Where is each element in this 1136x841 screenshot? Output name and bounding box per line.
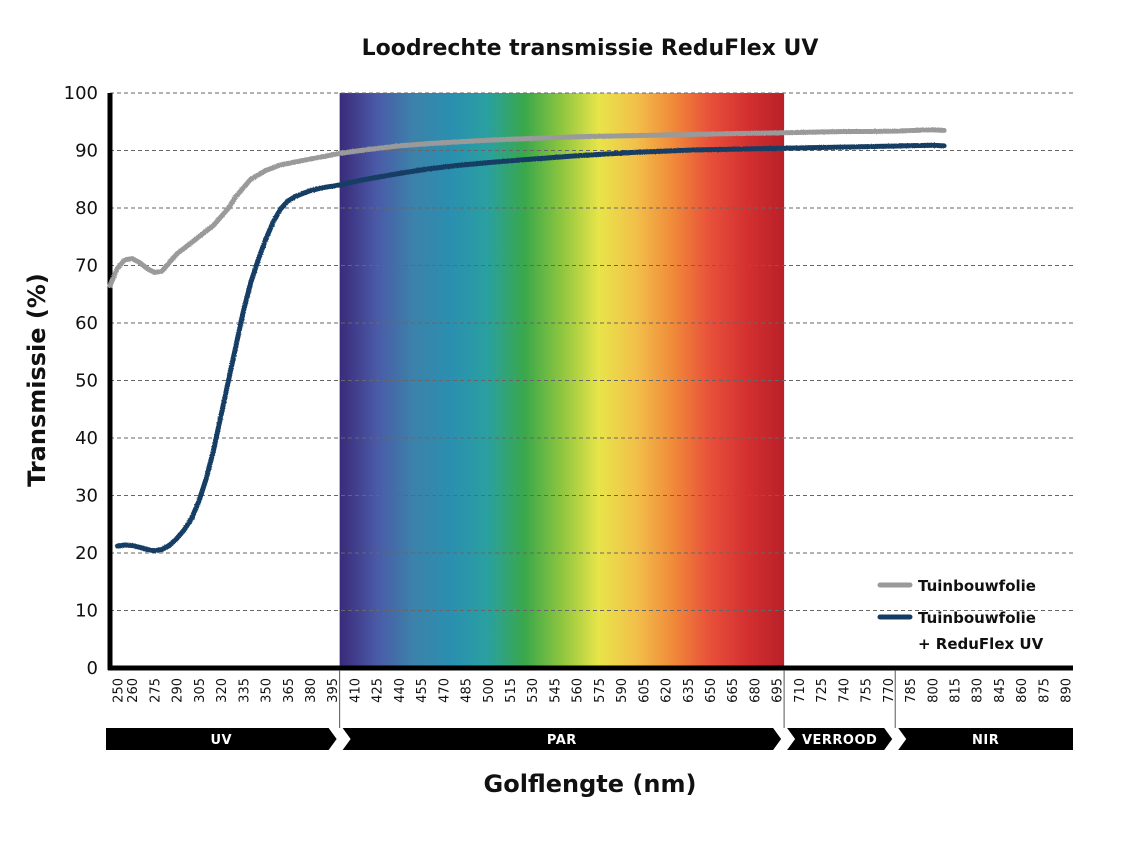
x-axis-title: Golflengte (nm) [484, 770, 697, 798]
band-label: NIR [972, 733, 999, 748]
x-tick-label: 875 [1037, 678, 1052, 703]
x-tick-label: 545 [548, 678, 563, 703]
y-tick-label: 50 [75, 371, 98, 392]
band-label: UV [211, 733, 233, 748]
series-line-1 [107, 127, 947, 289]
x-tick-label: 455 [415, 678, 430, 703]
x-tick-label: 800 [926, 678, 941, 703]
wavelength-bands: UV PAR VERROOD NIR [106, 670, 1073, 750]
y-tick-label: 70 [75, 256, 98, 277]
band-label: PAR [547, 733, 577, 748]
y-tick-label: 60 [75, 313, 98, 334]
x-tick-label: 365 [282, 678, 297, 703]
x-tick-label: 470 [437, 678, 452, 703]
y-tick-label: 10 [75, 601, 98, 622]
x-tick-label: 275 [148, 678, 163, 703]
legend-label: Tuinbouwfolie [918, 609, 1036, 627]
x-tick-label: 335 [237, 678, 252, 703]
x-tick-label: 755 [860, 678, 875, 703]
band-label: VERROOD [802, 733, 877, 748]
x-tick-label: 680 [748, 678, 763, 703]
x-tick-label: 575 [593, 678, 608, 703]
y-tick-label: 100 [64, 83, 98, 104]
y-tick-label: 30 [75, 486, 98, 507]
x-tick-label: 605 [637, 678, 652, 703]
axes [107, 93, 1073, 671]
x-tick-label: 515 [504, 678, 519, 703]
x-tick-label: 695 [771, 678, 786, 703]
y-tick-label: 80 [75, 198, 98, 219]
x-tick-label: 410 [348, 678, 363, 703]
x-tick-label: 320 [215, 678, 230, 703]
legend: Tuinbouwfolie Tuinbouwfolie + ReduFlex UV [877, 577, 1044, 653]
band-segment-par [342, 728, 782, 750]
y-tick-label: 20 [75, 543, 98, 564]
x-tick-label: 740 [837, 678, 852, 703]
x-tick-label: 860 [1015, 678, 1030, 703]
x-tick-label: 250 [111, 678, 126, 703]
band-segment-uv [106, 728, 337, 750]
x-tick-label: 590 [615, 678, 630, 703]
x-tick-label: 500 [482, 678, 497, 703]
x-tick-label: 485 [460, 678, 475, 703]
x-tick-label: 725 [815, 678, 830, 703]
legend-label: + ReduFlex UV [918, 635, 1044, 653]
y-axis-title: Transmissie (%) [23, 273, 51, 487]
x-tick-label: 710 [793, 678, 808, 703]
x-tick-label: 305 [193, 678, 208, 703]
x-tick-label: 620 [660, 678, 675, 703]
x-tick-label: 845 [993, 678, 1008, 703]
x-tick-label: 290 [171, 678, 186, 703]
x-tick-label: 650 [704, 678, 719, 703]
y-tick-label: 40 [75, 428, 98, 449]
x-tick-labels: 250 260 275 290 305 320 335 350 365 380 395 410 425 4… [111, 678, 1074, 703]
x-tick-label: 785 [904, 678, 919, 703]
x-tick-label: 440 [393, 678, 408, 703]
x-tick-label: 890 [1060, 678, 1075, 703]
x-tick-label: 830 [971, 678, 986, 703]
x-tick-label: 395 [326, 678, 341, 703]
legend-label: Tuinbouwfolie [918, 577, 1036, 595]
band-segment-verrood [787, 728, 893, 750]
y-tick-label: 90 [75, 141, 98, 162]
x-tick-label: 560 [571, 678, 586, 703]
x-tick-label: 380 [304, 678, 319, 703]
x-tick-label: 260 [126, 678, 141, 703]
x-tick-label: 665 [726, 678, 741, 703]
band-segment-nir [898, 728, 1073, 750]
x-tick-label: 350 [260, 678, 275, 703]
y-tick-labels: 0 10 20 30 40 50 60 70 80 90 100 [64, 83, 98, 679]
x-tick-label: 815 [948, 678, 963, 703]
x-tick-label: 635 [682, 678, 697, 703]
x-tick-label: 530 [526, 678, 541, 703]
series-line-2 [114, 142, 947, 554]
y-tick-label: 0 [87, 658, 98, 679]
x-tick-label: 770 [882, 678, 897, 703]
chart-title: Loodrechte transmissie ReduFlex UV [362, 36, 819, 61]
data-series [107, 127, 947, 554]
x-tick-label: 425 [371, 678, 386, 703]
